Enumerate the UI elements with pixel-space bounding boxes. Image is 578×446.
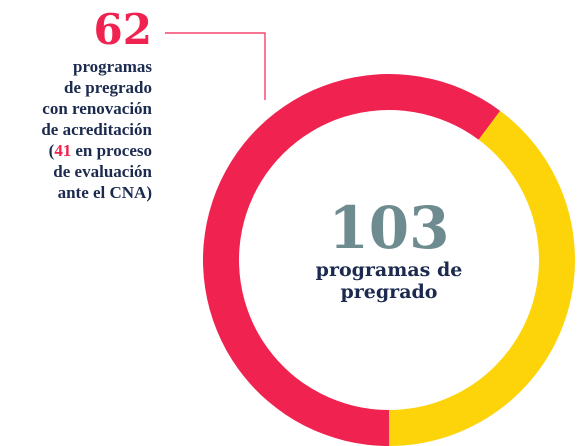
center-label: pregrado bbox=[341, 281, 438, 303]
annotation-line: de pregrado bbox=[64, 78, 152, 97]
center-value: 103 bbox=[328, 194, 449, 262]
annotation-second-text: en proceso bbox=[75, 141, 152, 160]
annotation-second-value: 41 bbox=[54, 141, 71, 160]
annotation-line: de evaluación bbox=[53, 162, 152, 181]
annotation-line: de acreditación bbox=[41, 120, 152, 139]
leader-line bbox=[165, 32, 266, 100]
annotation-value: 62 bbox=[94, 5, 152, 54]
donut-segment bbox=[203, 74, 501, 446]
annotation-line: con renovación bbox=[42, 99, 152, 118]
annotation-line: (41 en proceso bbox=[49, 141, 152, 160]
annotation-line: ante el CNA) bbox=[58, 183, 152, 202]
annotation-open: ( bbox=[49, 141, 55, 160]
donut-segment bbox=[389, 110, 575, 446]
center-label: programas de bbox=[316, 259, 463, 281]
annotation-line: programas bbox=[73, 57, 152, 76]
